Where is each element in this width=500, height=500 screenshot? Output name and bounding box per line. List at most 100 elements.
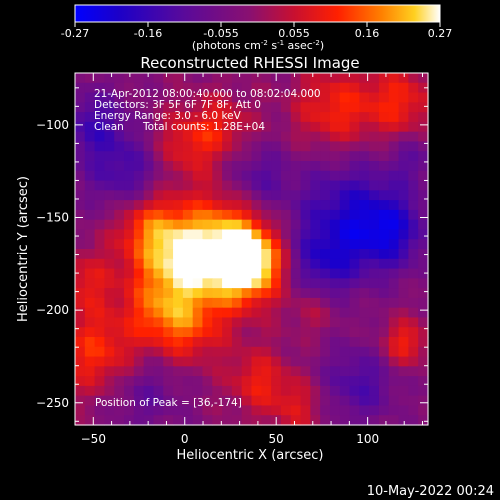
heatmap-cell — [408, 73, 419, 84]
heatmap-cell — [261, 190, 272, 201]
heatmap-cell — [418, 268, 429, 279]
heatmap-cell — [398, 268, 409, 279]
heatmap-cell — [173, 92, 184, 103]
heatmap-cell — [310, 278, 321, 289]
heatmap-cell — [114, 151, 125, 162]
heatmap-cell — [124, 112, 135, 123]
heatmap-cell — [349, 258, 360, 270]
heatmap-cell — [329, 92, 341, 103]
heatmap-cell — [84, 121, 96, 133]
heatmap-cell — [290, 200, 302, 211]
heatmap-cell — [84, 180, 96, 191]
heatmap-cell — [104, 376, 115, 387]
heatmap-cell — [251, 121, 262, 133]
heatmap-cell — [222, 268, 233, 279]
heatmap-cell — [104, 405, 115, 416]
heatmap-cell — [84, 356, 96, 367]
heatmap-cell — [143, 151, 155, 162]
heatmap-cell — [388, 346, 400, 358]
heatmap-cell — [163, 209, 174, 221]
heatmap-cell — [310, 249, 321, 260]
heatmap-cell — [271, 180, 282, 191]
heatmap-cell — [398, 161, 409, 172]
heatmap-cell — [320, 268, 331, 279]
heatmap-cell — [378, 141, 390, 152]
heatmap-cell — [349, 395, 360, 407]
heatmap-cell — [212, 112, 223, 123]
heatmap-cell — [222, 112, 233, 123]
heatmap-cell — [163, 278, 174, 289]
heatmap-cell — [261, 102, 272, 113]
heatmap-cell — [369, 180, 380, 191]
heatmap-cell — [310, 82, 321, 94]
heatmap-cell — [408, 385, 419, 397]
heatmap-cell — [182, 219, 194, 231]
heatmap-cell — [143, 268, 155, 279]
heatmap-cell — [398, 82, 409, 94]
heatmap-cell — [261, 209, 272, 221]
heatmap-cell — [300, 258, 311, 270]
heatmap-cell — [251, 161, 262, 172]
heatmap-cell — [173, 170, 184, 182]
x-tick-label: −50 — [81, 432, 106, 446]
heatmap-cell — [388, 317, 400, 328]
heatmap-cell — [349, 73, 360, 84]
heatmap-cell — [251, 307, 262, 319]
heatmap-cell — [173, 366, 184, 377]
heatmap-cell — [173, 405, 184, 416]
heatmap-cell — [192, 102, 204, 113]
heatmap-cell — [398, 366, 409, 377]
heatmap-cell — [349, 356, 360, 367]
heatmap-cell — [339, 209, 351, 221]
heatmap-cell — [133, 151, 145, 162]
heatmap-cell — [290, 278, 302, 289]
heatmap-cell — [124, 219, 135, 231]
heatmap-cell — [163, 327, 174, 338]
heatmap-cell — [300, 268, 311, 279]
heatmap-cell — [133, 170, 145, 182]
heatmap-cell — [241, 395, 253, 407]
heatmap-cell — [84, 229, 96, 240]
heatmap-cell — [212, 170, 223, 182]
heatmap-cell — [388, 327, 400, 338]
heatmap-cell — [251, 112, 262, 123]
heatmap-cell — [320, 229, 331, 240]
heatmap-cell — [398, 190, 409, 201]
heatmap-cell — [418, 327, 429, 338]
heatmap-cell — [222, 121, 233, 133]
heatmap-cell — [418, 249, 429, 260]
heatmap-cell — [261, 73, 272, 84]
heatmap-cell — [212, 249, 223, 260]
heatmap-cell — [114, 327, 125, 338]
heatmap-cell — [339, 121, 351, 133]
heatmap-cell — [153, 249, 164, 260]
heatmap-cell — [271, 170, 282, 182]
heatmap-cell — [173, 73, 184, 84]
heatmap-cell — [192, 180, 204, 191]
heatmap-cell — [114, 415, 125, 426]
heatmap-cell — [378, 229, 390, 240]
heatmap-cell — [163, 317, 174, 328]
heatmap-cell — [124, 278, 135, 289]
heatmap-cell — [320, 317, 331, 328]
heatmap-cell — [329, 151, 341, 162]
heatmap-cell — [349, 219, 360, 231]
heatmap-cell — [153, 209, 164, 221]
heatmap-cell — [271, 307, 282, 319]
heatmap-cell — [114, 219, 125, 231]
heatmap-cell — [310, 200, 321, 211]
heatmap-cell — [222, 415, 233, 426]
heatmap-cell — [173, 82, 184, 94]
y-tick-label: −200 — [36, 303, 69, 317]
heatmap-cell — [369, 376, 380, 387]
heatmap-cell — [300, 190, 311, 201]
heatmap-cell — [143, 92, 155, 103]
heatmap-cell — [408, 297, 419, 309]
heatmap-cell — [339, 180, 351, 191]
heatmap-cell — [369, 288, 380, 299]
heatmap-cell — [84, 92, 96, 103]
colorbar-tick-label: -0.27 — [61, 27, 89, 40]
heatmap-cell — [114, 180, 125, 191]
heatmap-cell — [290, 180, 302, 191]
heatmap-cell — [75, 337, 86, 348]
